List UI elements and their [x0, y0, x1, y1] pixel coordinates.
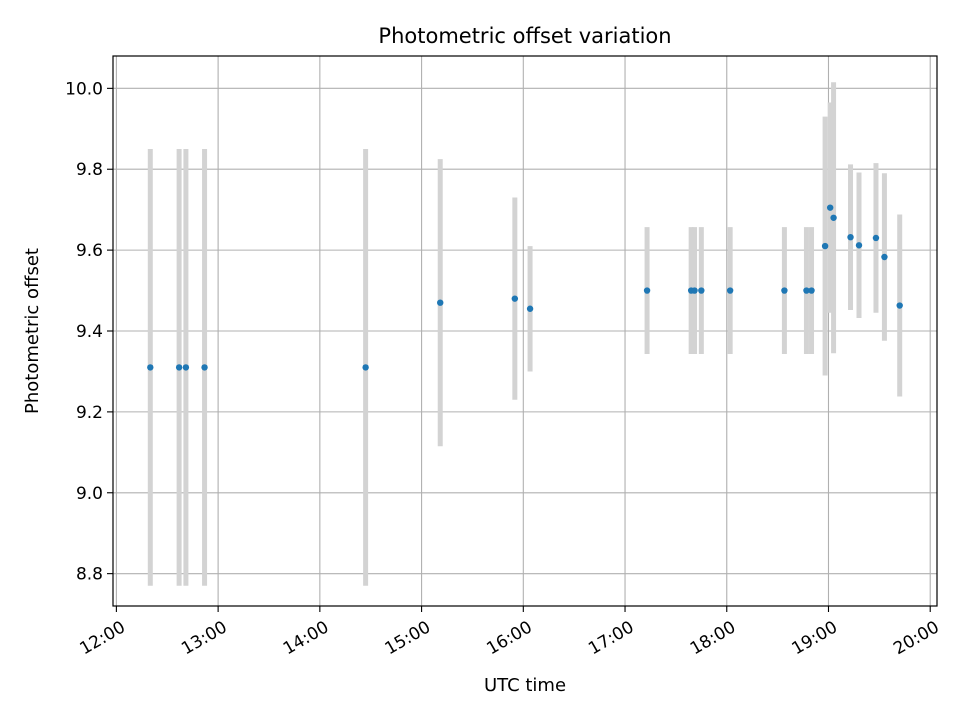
x-axis-label: UTC time [484, 675, 566, 696]
data-point [881, 253, 888, 261]
y-tick-label: 10.0 [65, 79, 103, 99]
grid [113, 56, 937, 606]
data-point [182, 364, 190, 371]
data-point [201, 364, 208, 371]
data-point [526, 305, 534, 312]
data-point [726, 287, 734, 294]
y-tick-label: 9.6 [76, 241, 103, 261]
data-point [781, 287, 788, 294]
data-point [855, 242, 863, 249]
y-axis-ticks: 8.8 9.0 9.2 9.4 9.6 9.8 10.0 [65, 79, 113, 585]
data-point [511, 295, 519, 302]
y-tick-label: 9.2 [76, 403, 103, 423]
data-point [643, 287, 651, 294]
data-point [847, 233, 854, 241]
data-point [175, 364, 183, 371]
data-point [896, 302, 903, 309]
y-tick-label: 9.8 [76, 160, 103, 180]
data-point [437, 299, 444, 306]
data-point [821, 242, 829, 250]
y-tick-label: 8.8 [76, 565, 103, 585]
y-axis-label: Photometric offset [22, 248, 43, 414]
data-points [147, 204, 903, 371]
chart-title: Photometric offset variation [378, 24, 671, 48]
data-point [691, 287, 698, 294]
data-point [147, 364, 154, 371]
data-point [362, 364, 369, 371]
data-point [872, 234, 880, 242]
y-tick-label: 9.4 [76, 322, 103, 342]
y-tick-label: 9.0 [76, 484, 103, 504]
data-point [826, 204, 834, 211]
data-point [830, 214, 837, 221]
data-point [698, 287, 705, 294]
data-point [803, 287, 810, 294]
data-point [808, 287, 815, 294]
